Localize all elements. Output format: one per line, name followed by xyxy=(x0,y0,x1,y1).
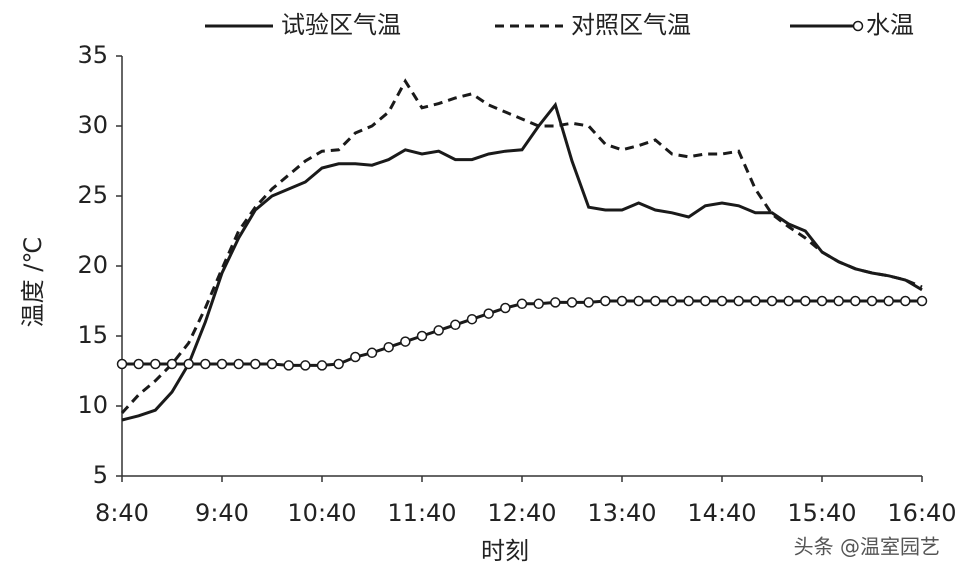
x-tick-label: 14:40 xyxy=(687,499,756,527)
series-line xyxy=(120,78,923,415)
point xyxy=(883,295,894,307)
x-axis-label: 时刻 xyxy=(481,537,529,565)
point xyxy=(116,358,128,370)
point xyxy=(716,295,728,307)
point xyxy=(416,330,428,342)
y-axis-label: 温度 /℃ xyxy=(19,237,47,328)
legend-label: 试验区气温 xyxy=(281,11,401,39)
point xyxy=(400,336,411,347)
legend-marker xyxy=(852,20,864,32)
x-tick-label: 15:40 xyxy=(787,499,856,527)
point xyxy=(466,313,478,325)
x-tick-label: 16:40 xyxy=(887,499,956,527)
x-tick-label: 9:40 xyxy=(195,499,249,527)
point xyxy=(766,295,778,307)
point xyxy=(550,297,561,308)
y-tick-label: 20 xyxy=(77,251,108,279)
point xyxy=(633,295,644,307)
point xyxy=(250,358,261,370)
point xyxy=(316,360,328,371)
point xyxy=(583,297,594,308)
x-tick-label: 12:40 xyxy=(487,499,556,527)
point xyxy=(333,358,344,370)
point xyxy=(700,295,711,307)
point xyxy=(600,295,611,307)
point xyxy=(650,295,661,307)
point xyxy=(816,295,828,307)
point xyxy=(233,358,244,370)
y-tick-label: 35 xyxy=(77,41,108,69)
point xyxy=(666,295,678,307)
y-tick-label: 5 xyxy=(93,461,108,489)
x-tick-label: 11:40 xyxy=(387,499,456,527)
point xyxy=(133,358,144,370)
point xyxy=(433,325,444,336)
point xyxy=(150,358,161,370)
point xyxy=(516,298,528,310)
point xyxy=(216,358,228,370)
point xyxy=(200,358,211,370)
point xyxy=(733,295,744,307)
legend-label: 水温 xyxy=(866,11,914,39)
point xyxy=(366,347,378,359)
point xyxy=(683,295,694,307)
point xyxy=(500,302,511,314)
y-tick-label: 30 xyxy=(77,111,108,139)
legend-label: 对照区气温 xyxy=(571,11,691,39)
series-line xyxy=(121,101,923,422)
point xyxy=(283,360,294,371)
x-tick-label: 8:40 xyxy=(95,499,149,527)
point xyxy=(833,295,844,307)
point xyxy=(383,341,394,353)
y-tick-label: 25 xyxy=(77,181,108,209)
point xyxy=(866,295,878,307)
point xyxy=(266,358,278,370)
point xyxy=(533,298,544,310)
point xyxy=(900,295,911,307)
point xyxy=(483,308,494,319)
point xyxy=(916,295,928,307)
point xyxy=(566,297,578,308)
x-tick-label: 13:40 xyxy=(587,499,656,527)
point xyxy=(850,295,861,307)
y-tick-label: 10 xyxy=(77,391,108,419)
point xyxy=(183,358,194,370)
series-line xyxy=(122,299,922,367)
point xyxy=(350,351,361,363)
y-tick-label: 15 xyxy=(77,321,108,349)
point xyxy=(800,295,811,307)
point xyxy=(166,358,178,370)
point xyxy=(616,295,628,307)
point xyxy=(450,319,461,331)
point xyxy=(750,295,761,307)
point xyxy=(783,295,794,307)
watermark: 头条 @温室园艺 xyxy=(794,535,940,559)
x-tick-label: 10:40 xyxy=(287,499,356,527)
point xyxy=(300,360,311,371)
